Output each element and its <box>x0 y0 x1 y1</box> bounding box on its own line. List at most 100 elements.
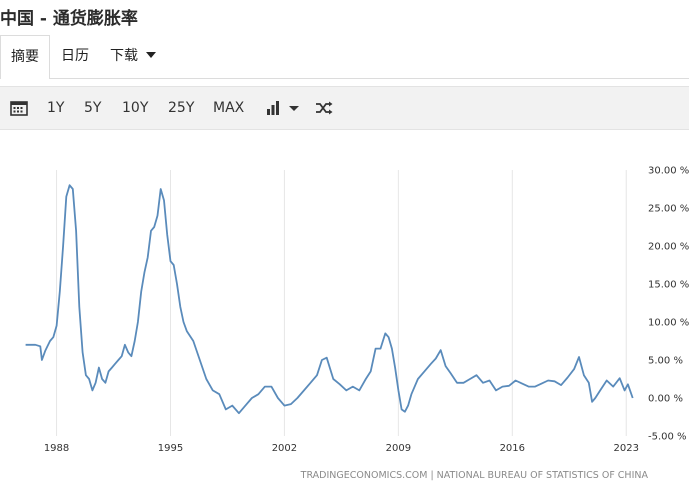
data-point <box>627 383 629 385</box>
data-point <box>339 383 341 385</box>
data-point <box>101 378 103 380</box>
data-point <box>117 359 119 361</box>
range-10y-button[interactable]: 10Y <box>122 100 149 116</box>
data-point <box>534 386 536 388</box>
x-tick-label: 2009 <box>386 443 411 454</box>
tab-summary[interactable]: 摘要 <box>0 35 50 79</box>
y-tick-label: 10.00 % <box>648 318 689 329</box>
data-point <box>127 351 129 353</box>
data-point <box>283 405 285 407</box>
data-point <box>157 215 159 217</box>
data-point <box>423 370 425 372</box>
data-point <box>352 386 354 388</box>
data-point <box>410 393 412 395</box>
y-tick-label: 0.00 % <box>648 394 683 405</box>
data-point <box>594 397 596 399</box>
data-point <box>140 291 142 293</box>
data-point <box>143 272 145 274</box>
source-credit: TRADINGECONOMICS.COM | NATIONAL BUREAU O… <box>300 470 649 481</box>
data-point <box>515 380 517 382</box>
data-point <box>244 405 246 407</box>
data-point <box>170 260 172 262</box>
data-point <box>489 380 491 382</box>
data-point <box>231 405 233 407</box>
data-point <box>160 188 162 190</box>
data-point <box>384 332 386 334</box>
tab-calendar[interactable]: 日历 <box>61 35 89 78</box>
data-point <box>153 226 155 228</box>
data-point <box>547 380 549 382</box>
data-point <box>326 357 328 359</box>
data-point <box>591 401 593 403</box>
range-5y-button[interactable]: 5Y <box>84 100 102 116</box>
data-point <box>316 374 318 376</box>
data-point <box>137 321 139 323</box>
series-line <box>25 184 634 415</box>
data-point <box>95 382 97 384</box>
data-point <box>186 330 188 332</box>
data-point <box>59 291 61 293</box>
data-point <box>72 188 74 190</box>
data-point <box>440 349 442 351</box>
data-point <box>290 403 292 405</box>
data-point <box>391 348 393 350</box>
chart-type-button[interactable] <box>266 87 300 129</box>
data-point <box>495 389 497 391</box>
data-point <box>502 386 504 388</box>
data-point <box>345 389 347 391</box>
data-point <box>98 367 100 369</box>
data-point <box>380 348 382 350</box>
data-point <box>370 370 372 372</box>
y-tick-label: 15.00 % <box>648 280 689 291</box>
data-point <box>78 306 80 308</box>
calendar-button[interactable] <box>10 87 28 129</box>
data-point <box>449 372 451 374</box>
y-tick-label: -5.00 % <box>648 432 687 443</box>
data-point <box>85 374 87 376</box>
x-tick-label: 2002 <box>272 443 297 454</box>
data-point <box>476 374 478 376</box>
data-point <box>173 264 175 266</box>
y-tick-label: 25.00 % <box>648 204 689 215</box>
data-point <box>41 359 43 361</box>
data-point <box>257 393 259 395</box>
compare-button[interactable] <box>315 87 333 129</box>
data-point <box>469 378 471 380</box>
range-25y-button[interactable]: 25Y <box>168 100 195 116</box>
data-point <box>560 384 562 386</box>
data-point <box>238 412 240 414</box>
data-point <box>599 389 601 391</box>
data-point <box>39 345 41 347</box>
data-point <box>456 382 458 384</box>
data-point <box>69 184 71 186</box>
chart-area: 30.00 % 25.00 % 20.00 % 15.00 % 10.00 % 5.00 … <box>0 130 689 496</box>
data-point <box>482 382 484 384</box>
range-1y-button[interactable]: 1Y <box>47 100 65 116</box>
data-point <box>179 306 181 308</box>
data-point <box>397 389 399 391</box>
data-point <box>394 367 396 369</box>
data-point <box>277 397 279 399</box>
x-tick-label: 1995 <box>158 443 183 454</box>
tab-download[interactable]: 下载 <box>110 35 156 78</box>
calendar-icon <box>10 101 28 116</box>
data-point <box>401 408 403 410</box>
data-point <box>52 336 54 338</box>
data-point <box>25 344 27 346</box>
data-point <box>573 368 575 370</box>
data-point <box>150 230 152 232</box>
chart-toolbar: 1Y 5Y 10Y 25Y MAX <box>0 86 689 130</box>
data-point <box>310 382 312 384</box>
data-point <box>199 359 201 361</box>
x-tick-label: 1988 <box>44 443 69 454</box>
range-max-button[interactable]: MAX <box>213 100 245 116</box>
data-point <box>612 386 614 388</box>
data-point <box>108 370 110 372</box>
data-point <box>218 393 220 395</box>
y-tick-label: 30.00 % <box>648 166 689 177</box>
y-tick-label: 5.00 % <box>648 356 683 367</box>
data-point <box>34 344 36 346</box>
data-point <box>114 363 116 365</box>
data-point <box>463 382 465 384</box>
data-point <box>528 386 530 388</box>
